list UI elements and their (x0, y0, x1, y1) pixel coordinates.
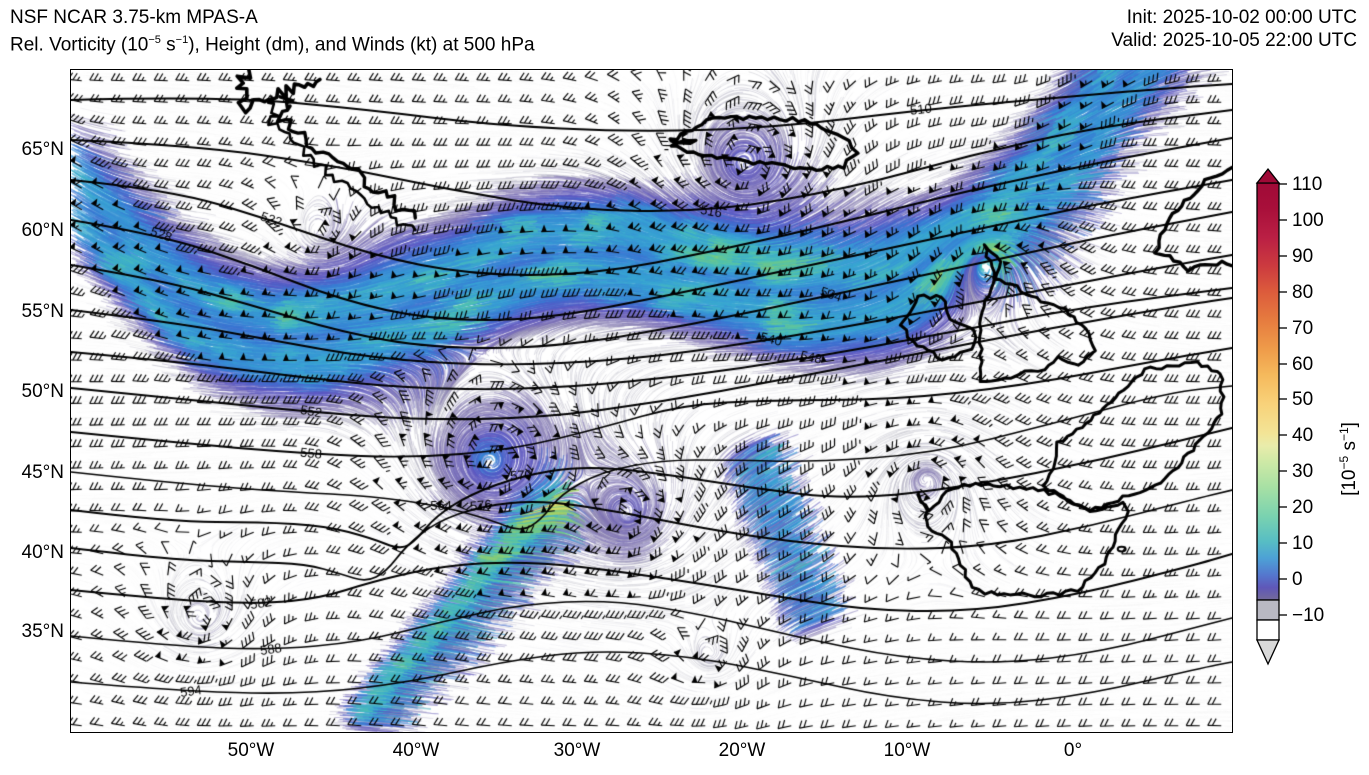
svg-text:110: 110 (1292, 174, 1322, 195)
svg-text:40: 40 (1292, 425, 1313, 446)
svg-text:−10: −10 (1292, 605, 1324, 626)
svg-text:50: 50 (1292, 389, 1313, 410)
svg-text:100: 100 (1292, 210, 1324, 231)
svg-text:70: 70 (1292, 318, 1313, 339)
svg-text:80: 80 (1292, 282, 1313, 303)
svg-text:0: 0 (1292, 569, 1303, 590)
svg-text:10: 10 (1292, 533, 1313, 554)
svg-text:20: 20 (1292, 497, 1313, 518)
svg-text:[10−5 s−1]: [10−5 s−1] (1337, 422, 1360, 496)
svg-text:90: 90 (1292, 246, 1313, 267)
svg-text:60: 60 (1292, 354, 1313, 375)
svg-text:30: 30 (1292, 461, 1313, 482)
